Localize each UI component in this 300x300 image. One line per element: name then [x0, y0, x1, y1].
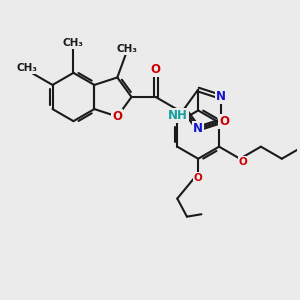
Text: O: O [112, 110, 122, 123]
Text: CH₃: CH₃ [63, 38, 84, 48]
Text: O: O [238, 157, 247, 167]
Text: CH₃: CH₃ [17, 63, 38, 74]
Text: CH₃: CH₃ [116, 44, 137, 55]
Text: NH: NH [168, 109, 188, 122]
Text: O: O [219, 115, 229, 128]
Text: N: N [216, 91, 226, 103]
Text: O: O [151, 63, 161, 76]
Text: N: N [193, 122, 203, 135]
Text: O: O [194, 172, 203, 183]
